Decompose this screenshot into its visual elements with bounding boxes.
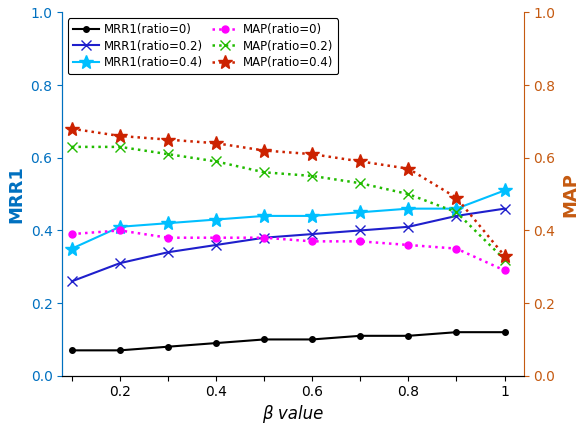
MAP(ratio=0) — [69, 231, 76, 236]
MAP(ratio=0.2) — [213, 159, 220, 164]
MAP(ratio=0.4) — [453, 195, 460, 200]
MAP(ratio=0) — [405, 243, 412, 248]
MAP(ratio=0.4) — [165, 137, 172, 142]
MAP(ratio=0.2) — [165, 151, 172, 157]
MAP(ratio=0.4) — [501, 253, 508, 258]
MRR1(ratio=0.4) — [117, 224, 124, 229]
Line: MAP(ratio=0): MAP(ratio=0) — [69, 227, 508, 274]
MAP(ratio=0) — [309, 239, 316, 244]
MRR1(ratio=0.4) — [309, 213, 316, 218]
MRR1(ratio=0.4) — [501, 188, 508, 193]
MRR1(ratio=0) — [165, 344, 172, 349]
MAP(ratio=0.4) — [261, 148, 268, 153]
MAP(ratio=0.2) — [309, 173, 316, 178]
Line: MAP(ratio=0.2): MAP(ratio=0.2) — [67, 142, 509, 264]
MAP(ratio=0.2) — [357, 181, 364, 186]
MRR1(ratio=0) — [261, 337, 268, 342]
MAP(ratio=0.2) — [261, 170, 268, 175]
MAP(ratio=0.4) — [357, 159, 364, 164]
Line: MAP(ratio=0.4): MAP(ratio=0.4) — [65, 122, 512, 263]
MAP(ratio=0.2) — [69, 144, 76, 150]
MAP(ratio=0) — [165, 235, 172, 240]
MRR1(ratio=0.2) — [69, 279, 76, 284]
Line: MRR1(ratio=0.4): MRR1(ratio=0.4) — [65, 184, 512, 255]
MRR1(ratio=0.2) — [309, 231, 316, 236]
MRR1(ratio=0.2) — [453, 213, 460, 218]
MAP(ratio=0) — [501, 268, 508, 273]
MRR1(ratio=0.4) — [357, 210, 364, 215]
MAP(ratio=0.2) — [117, 144, 124, 150]
MRR1(ratio=0.4) — [405, 206, 412, 211]
MRR1(ratio=0.4) — [453, 206, 460, 211]
X-axis label: β value: β value — [263, 405, 323, 423]
MAP(ratio=0.2) — [405, 191, 412, 197]
MRR1(ratio=0) — [309, 337, 316, 342]
MAP(ratio=0.4) — [309, 151, 316, 157]
MRR1(ratio=0) — [501, 330, 508, 335]
MRR1(ratio=0) — [117, 348, 124, 353]
Line: MRR1(ratio=0.2): MRR1(ratio=0.2) — [67, 204, 509, 286]
MRR1(ratio=0.4) — [261, 213, 268, 218]
MRR1(ratio=0.2) — [165, 250, 172, 255]
MAP(ratio=0) — [117, 228, 124, 233]
MRR1(ratio=0) — [405, 333, 412, 338]
MRR1(ratio=0.2) — [405, 224, 412, 229]
MRR1(ratio=0.2) — [117, 261, 124, 266]
MAP(ratio=0) — [261, 235, 268, 240]
MAP(ratio=0.2) — [453, 210, 460, 215]
MRR1(ratio=0) — [213, 341, 220, 346]
MAP(ratio=0.4) — [405, 166, 412, 171]
MRR1(ratio=0.2) — [501, 206, 508, 211]
MAP(ratio=0.4) — [213, 141, 220, 146]
Y-axis label: MAP: MAP — [561, 172, 579, 217]
Y-axis label: MRR1: MRR1 — [7, 165, 25, 223]
MRR1(ratio=0.4) — [69, 246, 76, 251]
MRR1(ratio=0.2) — [213, 243, 220, 248]
MRR1(ratio=0) — [357, 333, 364, 338]
MAP(ratio=0.4) — [117, 133, 124, 138]
MAP(ratio=0) — [213, 235, 220, 240]
MRR1(ratio=0.2) — [261, 235, 268, 240]
MAP(ratio=0) — [357, 239, 364, 244]
MAP(ratio=0.4) — [69, 126, 76, 131]
Legend: MRR1(ratio=0), MRR1(ratio=0.2), MRR1(ratio=0.4), MAP(ratio=0), MAP(ratio=0.2), M: MRR1(ratio=0), MRR1(ratio=0.2), MRR1(rat… — [68, 18, 338, 74]
MAP(ratio=0) — [453, 246, 460, 251]
MRR1(ratio=0.4) — [165, 221, 172, 226]
MRR1(ratio=0.2) — [357, 228, 364, 233]
MAP(ratio=0.2) — [501, 257, 508, 262]
MRR1(ratio=0) — [69, 348, 76, 353]
MRR1(ratio=0) — [453, 330, 460, 335]
Line: MRR1(ratio=0): MRR1(ratio=0) — [69, 329, 507, 353]
MRR1(ratio=0.4) — [213, 217, 220, 222]
